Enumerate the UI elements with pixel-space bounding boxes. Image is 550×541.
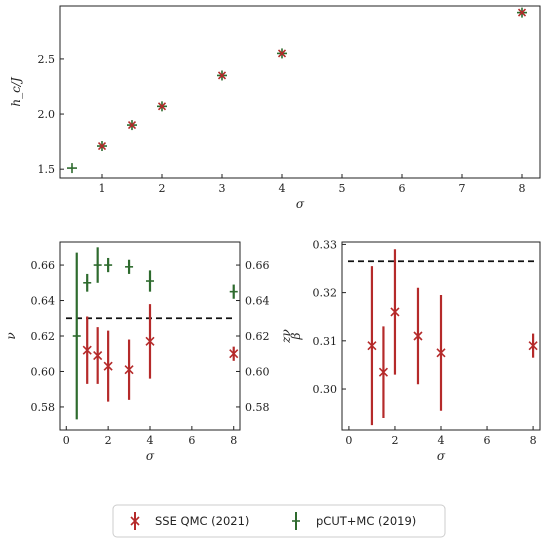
plot-frame	[59, 5, 541, 179]
x-tick-label: 8	[230, 434, 237, 447]
legend-label-sse: SSE QMC (2021)	[155, 514, 249, 528]
y-right-tick-label: 0.64	[245, 295, 270, 308]
sse-marker	[130, 516, 140, 526]
y-right-tick-label: 0.66	[245, 259, 270, 272]
x-tick-label: 5	[339, 182, 346, 195]
legend-label-pcut: pCUT+MC (2019)	[316, 514, 416, 528]
x-tick-label: 6	[188, 434, 195, 447]
x-tick-label: 7	[459, 182, 466, 195]
sse-marker	[229, 349, 239, 359]
sse-marker	[517, 8, 527, 17]
hc-panel: 1 2 3 4 5 6 7 8 1.5 2.0 2.5 σ h_c/J	[9, 5, 541, 211]
y-right-tick-label: 0.60	[245, 365, 270, 378]
y-tick-label: 0.64	[31, 295, 56, 308]
x-tick-label: 6	[399, 182, 406, 195]
y-tick-label: 0.31	[313, 335, 338, 348]
y-axis-label: β	[289, 332, 303, 340]
x-tick-label: 2	[159, 182, 166, 195]
y-right-tick-label: 0.58	[245, 401, 270, 414]
y-tick-label: 2.5	[38, 53, 56, 66]
y-tick-label: 0.60	[31, 365, 56, 378]
sse-marker	[528, 341, 538, 351]
sse-marker	[97, 141, 107, 151]
x-tick-label: 0	[345, 434, 352, 447]
y-tick-label: 0.32	[313, 287, 338, 300]
y-right-axis-label: zν	[279, 329, 293, 344]
sse-marker	[93, 350, 103, 361]
y-tick-label: 0.66	[31, 259, 56, 272]
sse-marker	[367, 341, 377, 351]
x-tick-label: 0	[63, 434, 70, 447]
x-tick-label: 8	[530, 434, 537, 447]
y-tick-label: 0.58	[31, 401, 56, 414]
y-tick-label: 0.33	[313, 238, 338, 251]
x-tick-label: 4	[147, 434, 154, 447]
sse-marker	[157, 102, 167, 111]
x-tick-label: 1	[99, 182, 106, 195]
x-tick-label: 2	[105, 434, 112, 447]
sse-marker	[124, 365, 134, 375]
sse-marker	[436, 348, 446, 358]
y-axis-label: h_c/J	[9, 76, 23, 106]
y-right-tick-label: 0.62	[245, 330, 270, 343]
y-tick-label: 2.0	[38, 108, 56, 121]
x-tick-label: 3	[219, 182, 226, 195]
sse-marker	[378, 367, 389, 377]
x-axis-label: σ	[296, 197, 305, 211]
x-tick-label: 8	[519, 182, 526, 195]
legend-box	[112, 504, 446, 538]
x-tick-label: 2	[391, 434, 398, 447]
sse-marker	[390, 307, 400, 317]
sse-marker	[145, 336, 155, 346]
legend: SSE QMC (2021) pCUT+MC (2019)	[112, 504, 446, 538]
nu-panel: 0 2 4 6 8 0.58 0.58 0.60 0.60 0.62 0.62 0.64 0.64 0.6…	[4, 241, 293, 463]
sse-marker	[103, 361, 113, 371]
sse-marker	[82, 345, 92, 355]
sse-marker	[413, 331, 423, 341]
y-tick-label: 0.30	[313, 383, 338, 396]
sse-marker	[127, 121, 137, 130]
x-tick-label: 4	[279, 182, 286, 195]
sse-marker	[217, 71, 227, 80]
x-axis-label: σ	[437, 449, 446, 463]
x-axis-label: σ	[146, 449, 155, 463]
y-tick-label: 1.5	[38, 163, 56, 176]
sse-marker	[277, 49, 287, 58]
beta-panel: 0 2 4 6 8 0.30 0.31 0.32 0.33 σ β	[289, 238, 541, 463]
x-tick-label: 6	[484, 434, 491, 447]
y-axis-label: ν	[4, 332, 18, 339]
y-tick-label: 0.62	[31, 330, 56, 343]
x-tick-label: 4	[438, 434, 445, 447]
